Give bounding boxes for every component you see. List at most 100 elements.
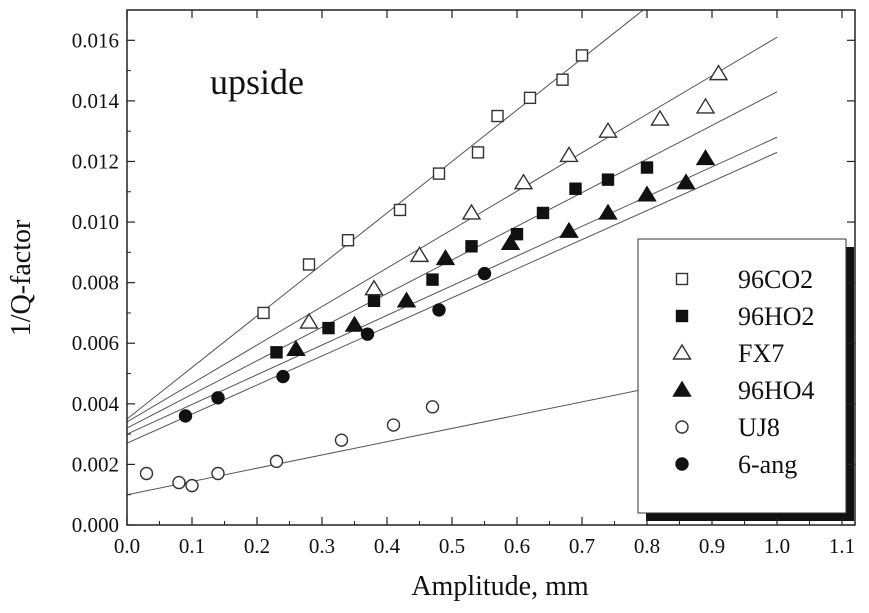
y-axis-title: 1/Q-factor bbox=[6, 219, 37, 336]
x-tick-label-3: 0.3 bbox=[309, 534, 335, 558]
legend-label-0: 96CO2 bbox=[738, 265, 813, 294]
x-tick-label-9: 0.9 bbox=[699, 534, 725, 558]
data-point-96ho2-5 bbox=[510, 227, 524, 241]
data-point-uj8-1 bbox=[172, 475, 186, 490]
data-point-96ho2-7 bbox=[569, 182, 582, 195]
data-point-fx7-2 bbox=[409, 246, 430, 263]
data-point-uj8-5 bbox=[334, 433, 349, 447]
data-point-96ho2-8 bbox=[601, 173, 615, 186]
data-point-uj8-6 bbox=[386, 418, 401, 432]
data-point-96co2-7 bbox=[523, 91, 537, 105]
plot-frame bbox=[126, 9, 856, 526]
x-tick-label-10: 1.0 bbox=[764, 534, 790, 558]
data-point-fx7-6 bbox=[598, 121, 618, 138]
data-point-6-ang-0 bbox=[178, 409, 193, 423]
data-point-uj8-7 bbox=[425, 400, 440, 414]
data-point-96co2-9 bbox=[575, 49, 589, 62]
x-tick-label-6: 0.6 bbox=[504, 534, 530, 558]
y-tick-label-4: 0.008 bbox=[72, 271, 119, 295]
data-point-fx7-8 bbox=[695, 97, 716, 114]
data-point-uj8-4 bbox=[269, 454, 284, 469]
y-tick-label-8: 0.016 bbox=[72, 28, 119, 52]
fit-line-2 bbox=[127, 36, 778, 423]
x-tick-label-2: 0.2 bbox=[244, 534, 270, 558]
data-point-96ho2-0 bbox=[270, 346, 283, 359]
legend-marker-3 bbox=[672, 380, 692, 397]
data-point-96co2-5 bbox=[471, 146, 485, 159]
x-tick-label-4: 0.4 bbox=[374, 534, 401, 558]
x-tick-label-5: 0.5 bbox=[439, 534, 465, 558]
y-tick-label-7: 0.014 bbox=[72, 89, 120, 113]
data-point-96ho4-9 bbox=[695, 149, 716, 166]
data-point-6-ang-4 bbox=[432, 303, 446, 317]
legend-box bbox=[637, 238, 847, 514]
data-point-6-ang-3 bbox=[360, 327, 375, 341]
data-point-uj8-0 bbox=[139, 466, 154, 481]
data-point-96ho2-3 bbox=[426, 273, 439, 286]
y-tick-label-1: 0.002 bbox=[72, 452, 119, 476]
data-point-uj8-3 bbox=[211, 466, 225, 481]
data-point-fx7-5 bbox=[559, 146, 579, 163]
data-point-96ho4-5 bbox=[559, 221, 579, 238]
x-tick-label-0: 0.0 bbox=[114, 534, 140, 558]
data-point-96ho4-3 bbox=[435, 249, 456, 266]
data-point-6-ang-1 bbox=[211, 391, 225, 405]
x-tick-label-11: 1.1 bbox=[829, 534, 855, 558]
x-tick-label-8: 0.8 bbox=[634, 534, 660, 558]
data-point-96co2-1 bbox=[302, 258, 316, 271]
fit-line-0 bbox=[127, 10, 644, 420]
data-point-fx7-3 bbox=[461, 203, 482, 220]
legend-label-4: UJ8 bbox=[738, 413, 780, 442]
data-point-96ho2-1 bbox=[322, 321, 335, 335]
y-tick-label-6: 0.012 bbox=[72, 149, 119, 173]
data-point-fx7-1 bbox=[364, 279, 384, 296]
y-tick-label-3: 0.006 bbox=[72, 331, 119, 355]
legend-marker-1 bbox=[675, 309, 689, 323]
data-point-fx7-0 bbox=[299, 312, 319, 329]
fit-line-5 bbox=[127, 151, 778, 444]
y-tick-label-5: 0.010 bbox=[72, 210, 119, 234]
data-point-6-ang-2 bbox=[276, 369, 290, 384]
data-point-96ho2-2 bbox=[367, 294, 381, 308]
data-point-96co2-8 bbox=[556, 73, 569, 86]
x-tick-label-1: 0.1 bbox=[179, 534, 205, 558]
data-point-96ho4-7 bbox=[637, 185, 657, 202]
data-point-96ho2-9 bbox=[640, 161, 654, 174]
legend-label-3: 96HO4 bbox=[738, 376, 815, 405]
axes: 0.0 0.1 0.2 0.3 0.4 0.5 0.6 0.7 0.8 0.9 1.0 1.1 0.00… bbox=[72, 9, 856, 558]
legend-marker-0 bbox=[675, 272, 689, 286]
data-point-fx7-9 bbox=[708, 64, 729, 81]
legend-marker-2 bbox=[672, 343, 692, 360]
data-point-96co2-2 bbox=[341, 234, 355, 247]
legend: 96CO2 96HO2 FX7 96HO4 UJ8 6-ang bbox=[637, 238, 854, 521]
data-point-96co2-4 bbox=[432, 167, 446, 180]
data-point-96ho2-6 bbox=[536, 206, 550, 220]
fit-line-3 bbox=[127, 136, 778, 435]
data-point-96ho4-4 bbox=[500, 233, 521, 250]
y-tick-label-0: 0.000 bbox=[72, 513, 119, 537]
data-point-96ho4-0 bbox=[286, 339, 306, 356]
legend-label-1: 96HO2 bbox=[738, 302, 815, 331]
legend-marker-5 bbox=[675, 457, 689, 471]
x-tick-label-7: 0.7 bbox=[569, 534, 595, 558]
data-point-96co2-6 bbox=[491, 109, 504, 123]
data-markers bbox=[139, 49, 729, 493]
data-point-96ho4-1 bbox=[344, 315, 365, 332]
data-point-96ho4-8 bbox=[676, 173, 696, 190]
legend-label-5: 6-ang bbox=[738, 450, 797, 479]
chart-annotation: upside bbox=[210, 62, 304, 102]
data-point-96co2-0 bbox=[257, 306, 270, 320]
fit-line-4 bbox=[127, 388, 648, 496]
legend-label-2: FX7 bbox=[738, 339, 784, 368]
x-axis-title: Amplitude, mm bbox=[411, 571, 589, 602]
data-point-96ho4-2 bbox=[396, 291, 417, 308]
data-point-96ho2-4 bbox=[465, 240, 478, 253]
data-point-96ho4-6 bbox=[598, 203, 618, 220]
data-point-fx7-7 bbox=[650, 109, 670, 126]
data-point-6-ang-5 bbox=[477, 266, 492, 281]
data-point-fx7-4 bbox=[513, 173, 534, 190]
legend-marker-4 bbox=[675, 420, 689, 434]
data-point-96co2-3 bbox=[393, 203, 407, 217]
